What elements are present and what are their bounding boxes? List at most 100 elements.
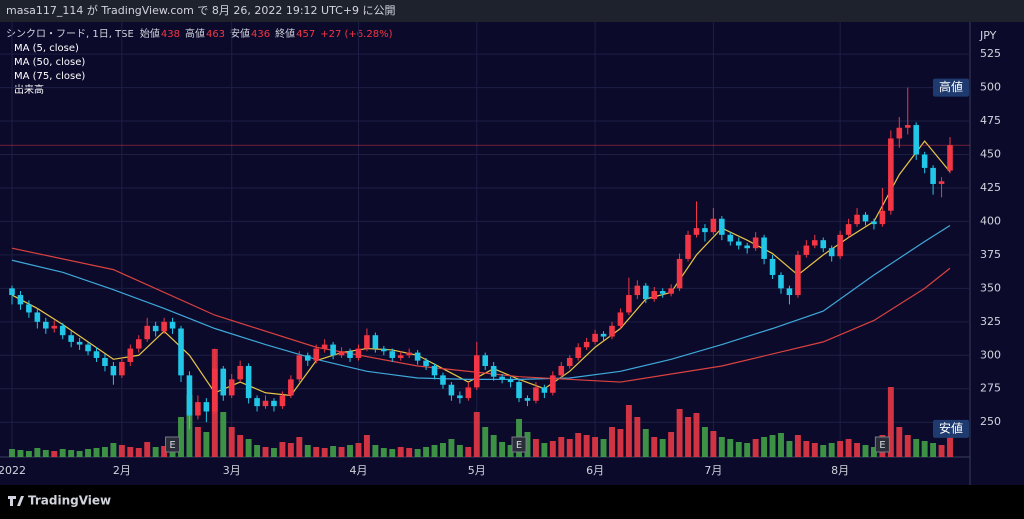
volume-bar [887,387,894,457]
volume-bar [947,427,953,457]
ohlc-label: 終値 [275,27,295,40]
candle-body [135,339,142,349]
volume-bar [769,435,776,457]
extreme-label: 高値 [939,79,963,94]
candle-body [499,376,505,380]
volume-bar [566,439,573,457]
candle-body [110,365,117,376]
candle-body [288,379,294,396]
candle-body [144,325,150,340]
volume-bar [101,447,108,457]
volume-bar [51,451,58,457]
volume-bar [372,445,379,457]
indicator-label: MA (75, close) [14,71,85,82]
candle-body [921,154,928,168]
x-tick-label: 5月 [468,464,486,477]
candle-body [279,395,286,407]
volume-bar [237,435,244,457]
candle-body [195,402,201,416]
volume-bar [144,442,151,457]
candle-body [296,355,303,380]
volume-bar [794,435,801,457]
candle-body [372,335,379,349]
volume-bar [76,451,83,457]
candle-body [888,138,894,211]
candle-body [930,167,936,184]
ohlc-label: 高値 [185,27,205,40]
volume-bar [921,441,928,457]
volume-bar [482,427,489,457]
candle-body [59,325,66,336]
candle-body [550,375,556,393]
candle-body [592,333,598,342]
candle-body [26,304,32,313]
volume-bar [59,449,66,457]
extreme-label: 安値 [939,420,963,435]
x-tick-label: 7月 [704,464,722,477]
volume-bar [355,443,362,457]
volume-bar [473,412,480,457]
candle-body [710,218,717,233]
candle-body [313,348,320,361]
volume-bar [820,445,827,457]
volume-bar [363,435,370,457]
volume-bar [617,429,624,457]
volume-bar [676,409,683,457]
volume-bar [287,443,294,457]
candle-body [338,351,345,356]
volume-bar [161,446,168,457]
y-tick-label: 525 [980,47,1001,60]
volume-bar [431,445,438,457]
volume-bar [913,439,920,457]
candle-body [820,240,827,249]
earnings-label: E [169,440,175,451]
candle-body [727,234,734,242]
volume-bar [659,439,666,457]
candle-body [169,321,176,329]
volume-bar [296,437,303,457]
y-tick-label: 450 [980,148,1001,161]
candle-body [879,210,886,225]
candle-body [85,344,91,352]
candle-body [254,398,260,407]
candle-body [43,321,49,329]
candle-body [17,295,24,305]
candle-body [237,365,243,380]
volume-bar [625,405,632,457]
candle-body [668,288,674,294]
volume-bar [499,442,506,457]
volume-bar [220,412,227,457]
volume-bar [735,442,742,457]
y-tick-label: 250 [980,415,1001,428]
candle-body [262,400,269,407]
volume-bar [609,427,615,457]
candle-body [642,285,649,300]
candle-body [507,379,514,383]
volume-bar [279,442,286,457]
volume-bar [701,427,708,457]
candle-body [473,355,480,388]
volume-bar [558,437,565,457]
ohlc-label: 安値 [230,27,250,40]
candle-body [676,258,683,289]
candle-body [431,365,438,376]
volume-bar [583,435,590,457]
volume-bar [854,443,861,457]
volume-bar [668,432,675,457]
volume-bar [600,439,607,457]
volume-bar [440,443,446,457]
volume-bar [9,449,15,457]
candle-body [119,361,125,376]
candle-body [812,240,818,246]
candle-body [516,382,522,399]
volume-bar [693,413,700,457]
volume-bar [245,439,252,457]
candle-body [566,357,573,366]
extreme-marker [933,78,969,97]
volume-bar [592,437,599,457]
volume-bar [194,427,201,457]
candle-body [938,181,945,184]
volume-bar [271,448,277,457]
volume-bar [811,443,818,457]
